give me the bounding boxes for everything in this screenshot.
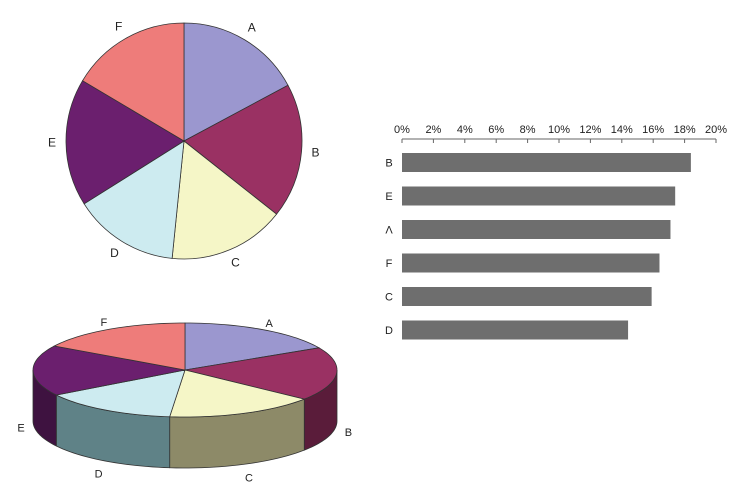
bar-category-label: Λ bbox=[385, 225, 393, 237]
pie2d-label-e: E bbox=[48, 136, 56, 150]
bar-x-tick-label: 6% bbox=[488, 124, 504, 136]
bar-x-tick-label: 10% bbox=[548, 124, 570, 136]
pie2d-slice-a bbox=[183, 22, 289, 142]
pie3d-label-f: F bbox=[101, 317, 108, 329]
pie2d-slice-e bbox=[65, 80, 185, 205]
pie3d-slice-b bbox=[184, 347, 338, 400]
bar-category-label: E bbox=[385, 191, 392, 203]
bar-x-tick-label: 8% bbox=[520, 124, 536, 136]
pie2d-label-d: D bbox=[110, 246, 119, 260]
bar-x-tick-label: 12% bbox=[579, 124, 601, 136]
bar-x-tick-label: 18% bbox=[674, 124, 696, 136]
bar-c bbox=[402, 287, 652, 306]
bar-category-label: C bbox=[385, 292, 393, 304]
pie3d-label-e: E bbox=[17, 423, 24, 435]
pie2d-slice-c bbox=[171, 140, 278, 260]
bar-x-tick-label: 2% bbox=[425, 124, 441, 136]
bar-d bbox=[402, 320, 629, 340]
bar-e bbox=[402, 186, 676, 206]
pie3d-label-a: A bbox=[266, 318, 274, 330]
bar-category-label: D bbox=[385, 325, 393, 337]
pie2d-slice-d bbox=[83, 140, 185, 259]
pie2d-label-f: F bbox=[115, 19, 122, 33]
pie-chart-2d: A B C D E F bbox=[48, 19, 319, 269]
pie-chart-3d: A B C D E F bbox=[17, 317, 352, 484]
bar-a bbox=[402, 220, 671, 239]
bar-category-label: B bbox=[385, 158, 392, 170]
bar-category-label: F bbox=[386, 258, 393, 270]
pie2d-label-b: B bbox=[311, 146, 319, 160]
bar-x-tick-label: 16% bbox=[642, 124, 664, 136]
pie3d-sides bbox=[32, 369, 338, 469]
bar-x-tick-label: 0% bbox=[394, 124, 410, 136]
pie3d-slice-f bbox=[53, 322, 186, 371]
bar-x-tick-label: 14% bbox=[611, 124, 633, 136]
pie3d-slice-c bbox=[169, 369, 306, 418]
pie2d-slice-f bbox=[82, 22, 185, 142]
bar-b bbox=[402, 153, 691, 172]
pie2d-slice-b bbox=[183, 84, 303, 215]
pie3d-label-b: B bbox=[345, 427, 352, 439]
pie2d-label-c: C bbox=[231, 256, 240, 270]
pie3d-slice-d bbox=[55, 369, 186, 418]
pie3d-slice-a bbox=[184, 322, 321, 371]
bar-chart: 0% 2% 4% 6% 8% 10% 12% 14% 16% 18% 20% B E Λ F C D bbox=[385, 124, 727, 340]
pie3d-label-c: C bbox=[245, 473, 253, 485]
pie3d-label-d: D bbox=[95, 469, 103, 481]
bar-f bbox=[402, 253, 660, 273]
bar-x-tick-label: 4% bbox=[457, 124, 473, 136]
bar-x-tick-label: 20% bbox=[705, 124, 727, 136]
pie3d-slice-e bbox=[32, 345, 186, 396]
pie2d-label-a: A bbox=[248, 21, 256, 35]
